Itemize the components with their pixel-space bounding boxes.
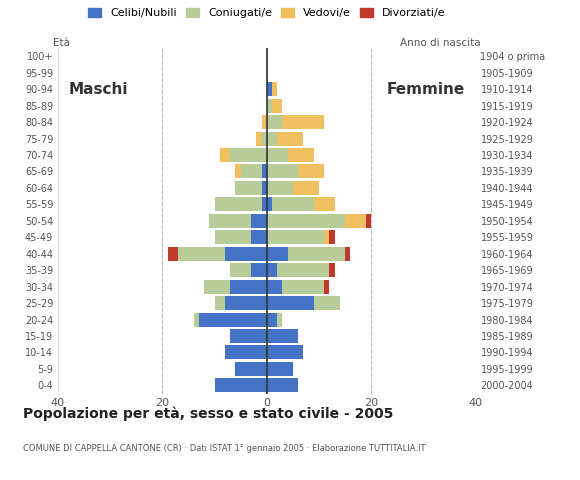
Bar	[288, 247, 345, 261]
Bar	[262, 197, 267, 211]
Bar	[225, 346, 267, 360]
Bar	[215, 296, 225, 310]
Text: COMUNE DI CAPPELLA CANTONE (CR) · Dati ISTAT 1° gennaio 2005 · Elaborazione TUTT: COMUNE DI CAPPELLA CANTONE (CR) · Dati I…	[23, 444, 426, 453]
Bar	[267, 280, 282, 294]
Bar	[215, 378, 267, 392]
Bar	[225, 247, 267, 261]
Bar	[277, 132, 303, 145]
Bar	[329, 230, 335, 244]
Bar	[267, 115, 282, 129]
Bar	[314, 296, 340, 310]
Bar	[262, 115, 267, 129]
Bar	[267, 346, 303, 360]
Bar	[168, 247, 178, 261]
Bar	[230, 263, 251, 277]
Bar	[267, 214, 345, 228]
Bar	[262, 132, 267, 145]
Bar	[324, 230, 329, 244]
Bar	[272, 98, 282, 113]
Bar	[288, 148, 314, 162]
Bar	[199, 312, 267, 326]
Bar	[251, 230, 267, 244]
Text: Età: Età	[53, 38, 70, 48]
Bar	[267, 197, 272, 211]
Bar	[314, 197, 335, 211]
Bar	[267, 362, 293, 376]
Bar	[267, 247, 288, 261]
Bar	[194, 312, 199, 326]
Bar	[220, 148, 230, 162]
Bar	[256, 132, 262, 145]
Bar	[251, 214, 267, 228]
Bar	[282, 115, 324, 129]
Text: Femmine: Femmine	[387, 82, 465, 96]
Bar	[262, 165, 267, 179]
Text: Anno di nascita: Anno di nascita	[400, 38, 481, 48]
Bar	[277, 312, 282, 326]
Bar	[235, 362, 267, 376]
Bar	[230, 148, 267, 162]
Bar	[282, 280, 324, 294]
Bar	[267, 132, 277, 145]
Bar	[324, 280, 329, 294]
Text: Maschi: Maschi	[68, 82, 128, 96]
Bar	[230, 280, 267, 294]
Legend: Celibi/Nubili, Coniugati/e, Vedovi/e, Divorziati/e: Celibi/Nubili, Coniugati/e, Vedovi/e, Di…	[88, 8, 445, 18]
Text: Popolazione per età, sesso e stato civile - 2005: Popolazione per età, sesso e stato civil…	[23, 406, 394, 420]
Bar	[293, 181, 319, 195]
Bar	[215, 197, 262, 211]
Bar	[345, 247, 350, 261]
Bar	[235, 165, 241, 179]
Bar	[209, 214, 251, 228]
Bar	[267, 378, 298, 392]
Bar	[204, 280, 230, 294]
Bar	[262, 181, 267, 195]
Bar	[230, 329, 267, 343]
Bar	[298, 165, 324, 179]
Bar	[267, 312, 277, 326]
Bar	[272, 82, 277, 96]
Bar	[267, 181, 293, 195]
Bar	[225, 296, 267, 310]
Bar	[241, 165, 262, 179]
Bar	[235, 181, 262, 195]
Bar	[345, 214, 366, 228]
Bar	[267, 296, 314, 310]
Bar	[251, 263, 267, 277]
Bar	[267, 329, 298, 343]
Bar	[366, 214, 371, 228]
Bar	[267, 165, 298, 179]
Bar	[267, 98, 272, 113]
Bar	[277, 263, 329, 277]
Bar	[267, 82, 272, 96]
Bar	[272, 197, 314, 211]
Bar	[178, 247, 225, 261]
Bar	[215, 230, 251, 244]
Bar	[267, 148, 288, 162]
Bar	[267, 263, 277, 277]
Bar	[267, 230, 324, 244]
Bar	[329, 263, 335, 277]
